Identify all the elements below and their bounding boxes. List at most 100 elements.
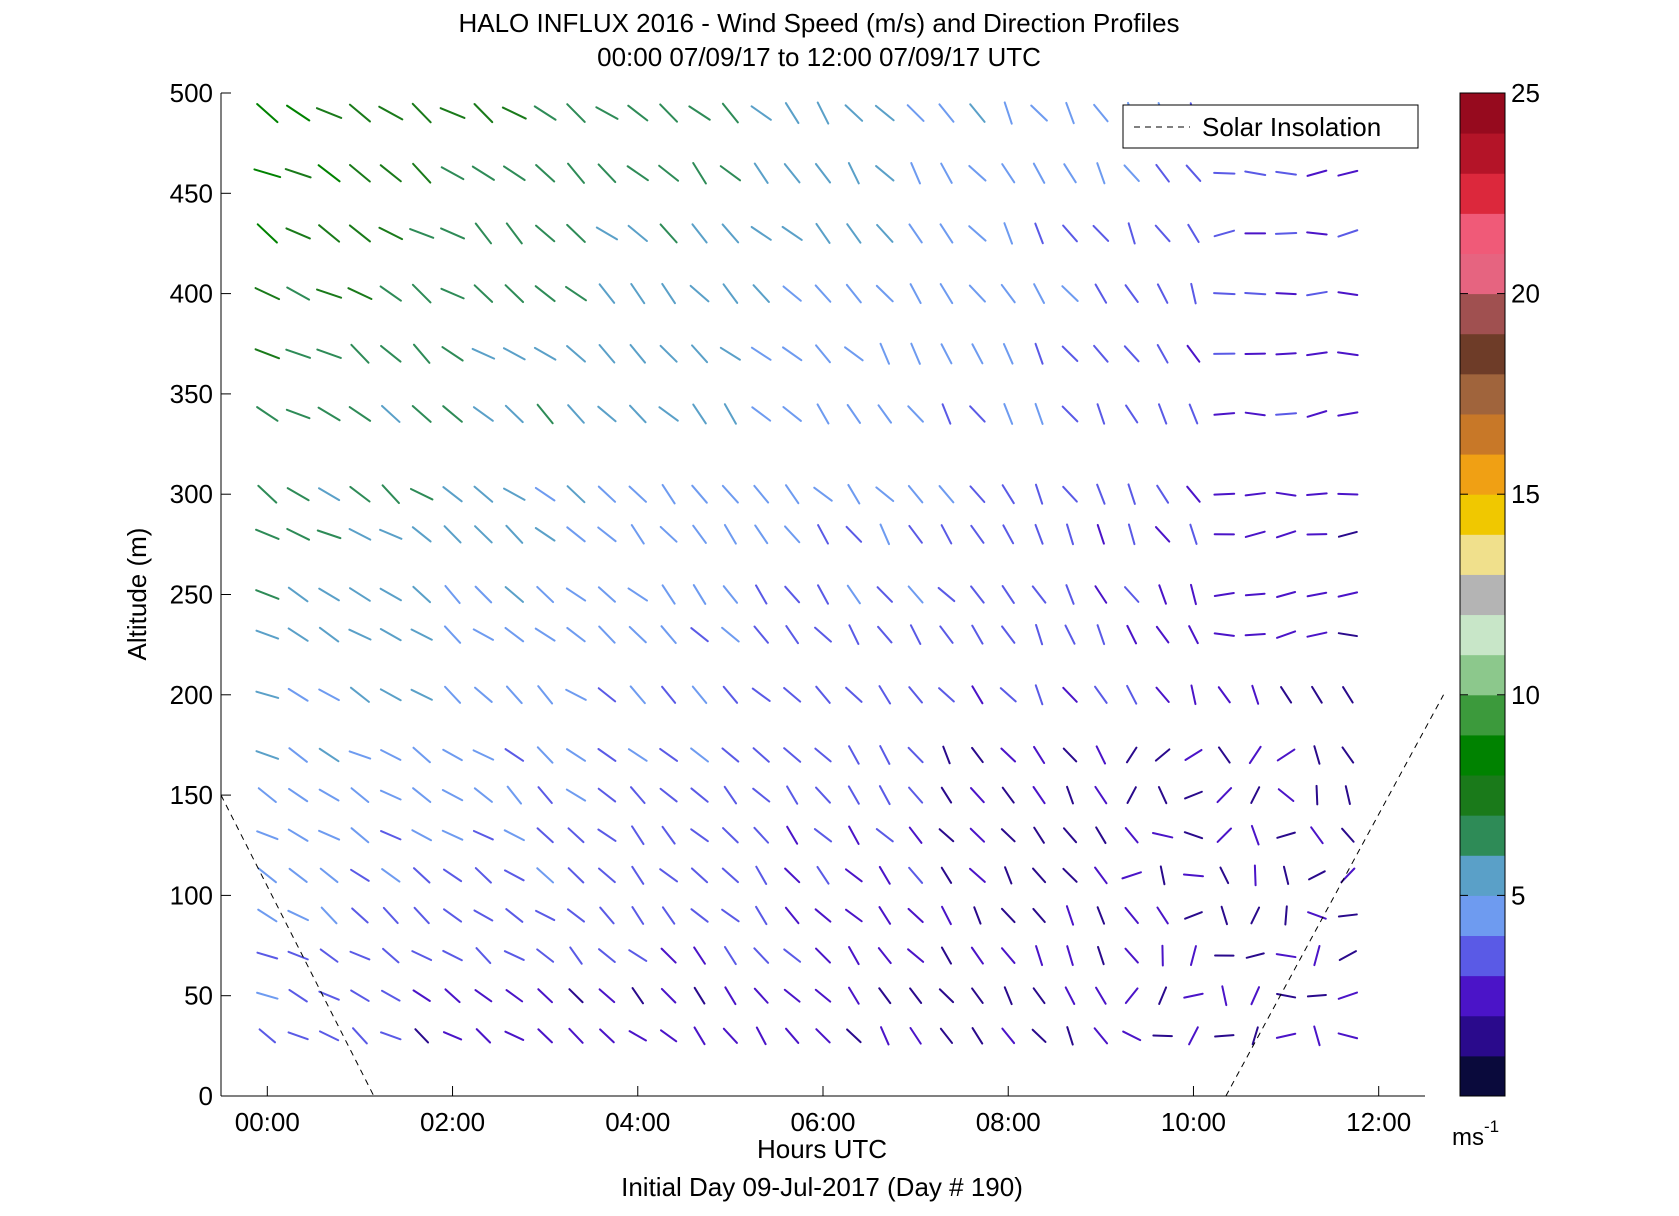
wind-vector xyxy=(1095,986,1107,1005)
colorbar-tick-label: 15 xyxy=(1511,479,1540,509)
wind-vector xyxy=(848,946,860,966)
wind-vector xyxy=(847,745,860,765)
colorbar-band xyxy=(1460,534,1505,575)
wind-vector xyxy=(1126,684,1138,705)
wind-vector xyxy=(690,344,709,364)
wind-vector xyxy=(1157,785,1168,805)
wind-vector xyxy=(815,947,831,964)
wind-vector xyxy=(880,1026,890,1046)
wind-vector xyxy=(661,825,676,845)
wind-vector xyxy=(412,989,431,1003)
wind-vector xyxy=(783,747,802,763)
wind-vector xyxy=(693,1026,706,1046)
wind-vector xyxy=(941,905,952,926)
wind-vector xyxy=(1032,907,1046,924)
wind-vector xyxy=(1275,170,1297,176)
wind-vector xyxy=(503,869,525,882)
wind-vector xyxy=(1001,585,1015,604)
wind-vector xyxy=(721,223,740,244)
wind-vector xyxy=(1003,101,1013,125)
wind-vector xyxy=(474,867,492,884)
wind-vector xyxy=(942,745,951,765)
wind-vector xyxy=(1064,624,1076,645)
wind-vector xyxy=(257,908,278,923)
wind-vector xyxy=(502,347,526,361)
wind-vector xyxy=(534,285,556,303)
wind-vector xyxy=(784,102,800,125)
colorbar-band xyxy=(1460,855,1505,896)
wind-vector xyxy=(503,950,525,961)
wind-vector xyxy=(255,690,280,699)
wind-vector xyxy=(413,906,430,925)
wind-vector xyxy=(473,485,494,503)
wind-vector xyxy=(1213,412,1236,416)
wind-vector xyxy=(1062,747,1078,763)
wind-vector xyxy=(1277,788,1295,802)
wind-vector xyxy=(411,950,433,962)
wind-vector xyxy=(847,162,860,185)
wind-vector xyxy=(1337,169,1359,177)
wind-vector xyxy=(567,867,585,884)
wind-vector xyxy=(1337,530,1358,538)
wind-vector xyxy=(783,988,801,1003)
wind-vector xyxy=(844,346,864,362)
wind-vector xyxy=(1337,913,1358,918)
legend: Solar Insolation xyxy=(1122,104,1419,149)
wind-vector xyxy=(721,747,740,763)
wind-vector xyxy=(660,987,677,1004)
wind-vector xyxy=(1030,104,1048,122)
wind-vector xyxy=(1313,1025,1321,1047)
wind-vector xyxy=(631,825,645,846)
wind-vector xyxy=(1342,686,1354,704)
wind-vector xyxy=(440,166,465,181)
wind-vector xyxy=(908,826,923,844)
wind-vector xyxy=(351,1027,368,1045)
wind-vector xyxy=(693,946,706,965)
wind-vector xyxy=(288,747,308,763)
wind-vector xyxy=(1313,945,1321,967)
wind-vector xyxy=(566,526,586,543)
wind-vector xyxy=(1094,785,1108,805)
wind-vector xyxy=(1337,591,1359,598)
wind-vector xyxy=(971,746,984,764)
wind-vector xyxy=(441,789,464,802)
wind-vector xyxy=(380,989,401,1002)
wind-vector xyxy=(1094,866,1108,885)
wind-vector xyxy=(1033,283,1046,305)
wind-vector xyxy=(1183,992,1204,999)
wind-vector xyxy=(1000,747,1017,763)
wind-vector xyxy=(1253,864,1257,887)
wind-vector xyxy=(505,989,524,1003)
wind-vector xyxy=(1126,786,1137,804)
wind-vector xyxy=(844,868,863,883)
wind-vector xyxy=(379,285,402,302)
wind-vector xyxy=(815,344,831,364)
wind-vector xyxy=(566,485,586,504)
wind-vector xyxy=(1186,344,1201,363)
wind-vector xyxy=(939,223,954,244)
wind-vector xyxy=(1066,785,1074,805)
wind-vector xyxy=(785,625,800,645)
wind-vector xyxy=(783,948,802,963)
wind-vector xyxy=(659,747,679,762)
wind-vector xyxy=(1250,824,1260,846)
wind-vector xyxy=(318,224,341,243)
wind-vector xyxy=(846,223,862,244)
wind-vector xyxy=(1221,985,1228,1007)
wind-vector xyxy=(1220,905,1228,926)
wind-vector xyxy=(661,906,676,925)
wind-vector xyxy=(910,342,921,365)
wind-vector xyxy=(535,224,556,243)
wind-vector xyxy=(784,867,801,884)
wind-vector xyxy=(1188,1026,1199,1046)
wind-vector xyxy=(1065,584,1075,605)
wind-vector xyxy=(472,749,495,761)
wind-vector xyxy=(255,589,280,600)
wind-vector xyxy=(1217,686,1231,704)
y-tick-label: 400 xyxy=(170,279,213,309)
wind-vector xyxy=(750,105,772,121)
wind-vector xyxy=(257,867,277,884)
wind-vector xyxy=(875,284,894,303)
wind-vector xyxy=(1216,787,1233,804)
wind-vector xyxy=(968,164,987,182)
